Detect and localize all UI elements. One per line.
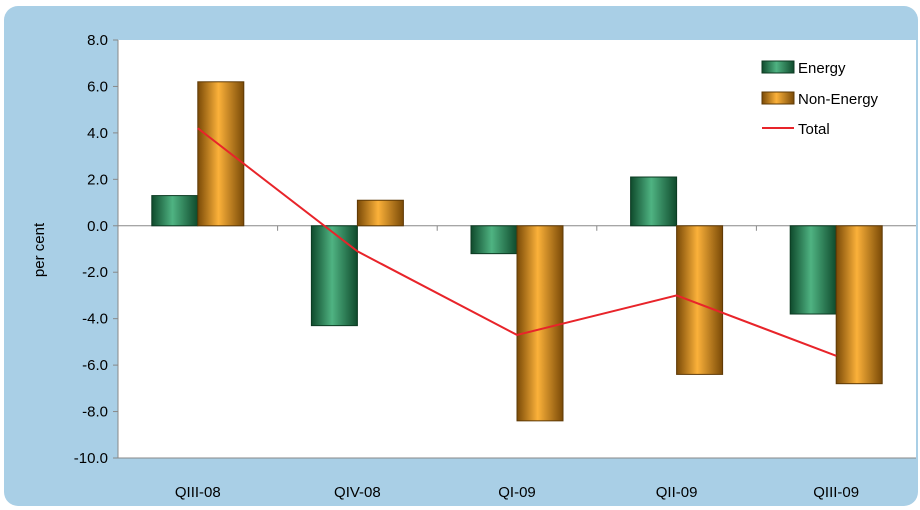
bar-energy (630, 176, 678, 227)
total-line-layer (197, 127, 837, 357)
x-tick-label: QII-09 (656, 484, 698, 501)
y-tick-label: -4.0 (82, 311, 108, 328)
legend-swatch-non-energy (761, 91, 795, 105)
y-tick-label: -8.0 (82, 404, 108, 421)
x-tick-label: QI-09 (498, 484, 536, 501)
legend-label: Total (798, 121, 830, 138)
y-axis-title: per cent (31, 222, 48, 277)
y-tick-label: -10.0 (74, 450, 108, 467)
y-tick-label: 8.0 (87, 32, 108, 49)
legend-label: Non-Energy (798, 91, 879, 108)
x-tick-label: QIII-08 (175, 484, 221, 501)
y-tick-label: 6.0 (87, 78, 108, 95)
bar-non-energy (197, 81, 245, 227)
y-tick-label: 4.0 (87, 125, 108, 142)
legend-swatch-energy (761, 60, 795, 74)
bar-energy (470, 225, 518, 255)
legend: Energy Non-Energy Total (761, 60, 879, 138)
x-tick-label: QIII-09 (813, 484, 859, 501)
bar-non-energy (516, 225, 564, 422)
tick-labels: 8.0 6.0 4.0 2.0 0.0 -2.0 -4.0 -6.0 -8.0 -10.0 QIII… (74, 32, 859, 501)
bar-energy (310, 225, 358, 327)
y-tick-label: 2.0 (87, 171, 108, 188)
legend-label: Energy (798, 60, 846, 77)
bar-energy (789, 225, 837, 315)
bar-non-energy (835, 225, 883, 385)
bar-energy (151, 195, 199, 227)
y-tick-label: -6.0 (82, 357, 108, 374)
y-tick-label: 0.0 (87, 218, 108, 235)
bar-non-energy (356, 199, 404, 227)
bars (151, 81, 883, 422)
x-tick-label: QIV-08 (334, 484, 381, 501)
y-tick-label: -2.0 (82, 264, 108, 281)
bar-non-energy (676, 225, 724, 375)
